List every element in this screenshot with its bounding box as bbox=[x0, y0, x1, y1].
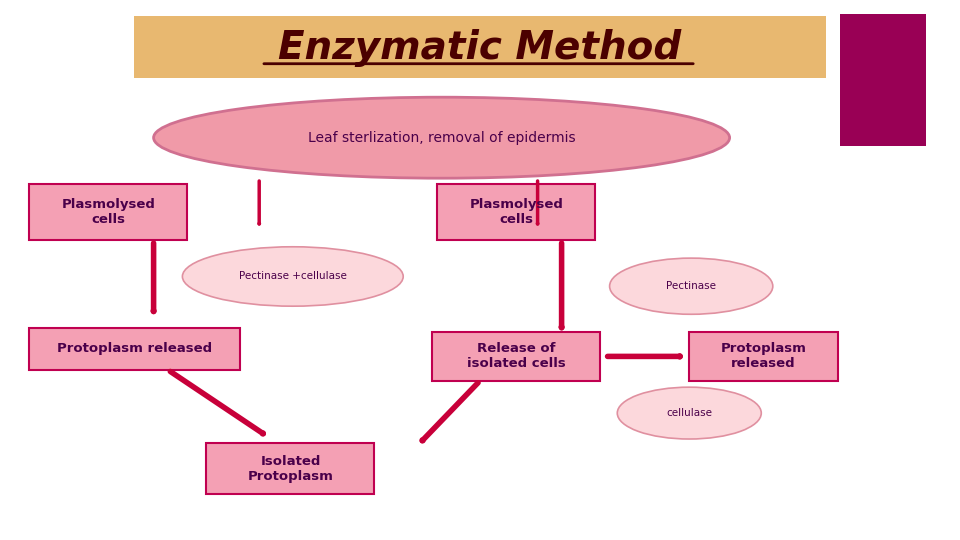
Text: Pectinase +cellulase: Pectinase +cellulase bbox=[239, 272, 347, 281]
FancyBboxPatch shape bbox=[840, 14, 926, 146]
Text: Plasmolysed
cells: Plasmolysed cells bbox=[469, 198, 564, 226]
FancyBboxPatch shape bbox=[206, 443, 374, 494]
FancyBboxPatch shape bbox=[29, 328, 240, 370]
Text: Plasmolysed
cells: Plasmolysed cells bbox=[61, 198, 156, 226]
Ellipse shape bbox=[154, 97, 730, 178]
FancyBboxPatch shape bbox=[689, 332, 838, 381]
FancyBboxPatch shape bbox=[134, 16, 826, 78]
FancyBboxPatch shape bbox=[29, 184, 187, 240]
Text: Leaf sterlization, removal of epidermis: Leaf sterlization, removal of epidermis bbox=[308, 131, 575, 145]
Text: Protoplasm
released: Protoplasm released bbox=[720, 342, 806, 370]
Ellipse shape bbox=[610, 258, 773, 314]
Text: cellulase: cellulase bbox=[666, 408, 712, 418]
Text: Protoplasm released: Protoplasm released bbox=[57, 342, 212, 355]
Text: Pectinase: Pectinase bbox=[666, 281, 716, 291]
Ellipse shape bbox=[182, 247, 403, 306]
Text: Isolated
Protoplasm: Isolated Protoplasm bbox=[248, 455, 334, 483]
FancyBboxPatch shape bbox=[432, 332, 600, 381]
FancyBboxPatch shape bbox=[437, 184, 595, 240]
Text: Release of
isolated cells: Release of isolated cells bbox=[468, 342, 565, 370]
Ellipse shape bbox=[617, 387, 761, 439]
Text: Enzymatic Method: Enzymatic Method bbox=[278, 29, 682, 66]
